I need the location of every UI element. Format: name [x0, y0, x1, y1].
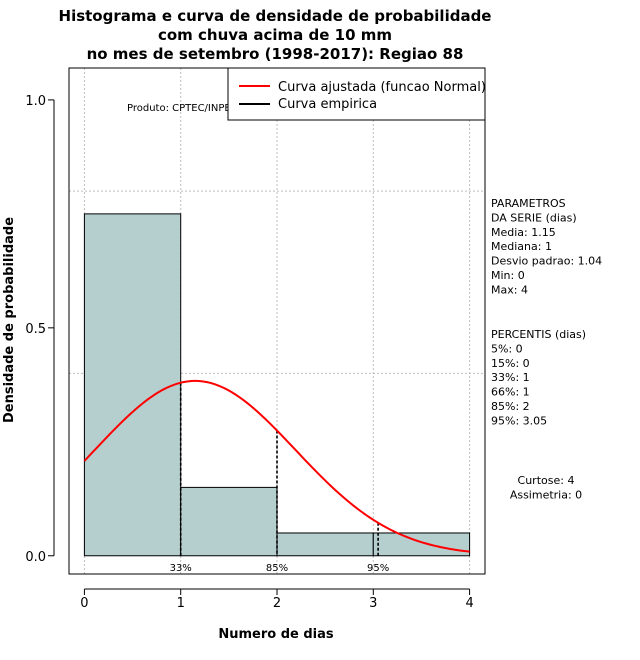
param-line-3: Mediana: 1 — [491, 240, 552, 253]
param-line-0: PARAMETROS — [491, 197, 566, 210]
bars-layer — [83, 213, 471, 557]
percentil-line-0: PERCENTIS (dias) — [491, 328, 586, 341]
x-tick-label-0: 0 — [80, 596, 88, 611]
y-axis-label: Densidade de probabilidade — [2, 217, 17, 423]
y-tick-label-0: 0.0 — [25, 550, 46, 565]
x-tick-label-1: 1 — [177, 596, 185, 611]
x-axis: 0 1 2 3 4 — [80, 588, 474, 611]
percentil-line-4: 66%: 1 — [491, 386, 530, 399]
y-tick-label-2: 1.0 — [25, 94, 46, 109]
credit-text: Produto: CPTEC/INPE — [127, 103, 231, 114]
legend: Curva ajustada (funcao Normal) Curva emp… — [227, 67, 486, 121]
histogram-bar-1 — [180, 486, 278, 557]
histogram-bar-0 — [83, 213, 182, 557]
param-line-6: Max: 4 — [491, 283, 528, 296]
y-tick-label-1: 0.5 — [25, 322, 46, 337]
y-axis: 0.0 0.5 1.0 — [25, 94, 55, 565]
percentile-label-0: 33% — [170, 563, 192, 574]
percentil-line-5: 85%: 2 — [491, 400, 530, 413]
percentil-line-3: 33%: 1 — [491, 371, 530, 384]
param-line-5: Min: 0 — [491, 269, 525, 282]
param-line-1: DA SERIE (dias) — [491, 211, 577, 224]
fitted-normal-curve — [83, 379, 470, 553]
legend-label-empirical: Curva empirica — [278, 97, 377, 112]
legend-box — [227, 67, 486, 121]
curve-layer — [83, 379, 470, 553]
x-tick-label-3: 3 — [369, 596, 377, 611]
percentil-line-1: 5%: 0 — [491, 342, 523, 355]
param-line-2: Media: 1.15 — [491, 226, 556, 239]
percentil-line-2: 15%: 0 — [491, 357, 530, 370]
x-tick-label-2: 2 — [273, 596, 281, 611]
histogram-bar-2 — [276, 532, 374, 557]
stat-line-0: Curtose: 4 — [518, 474, 575, 487]
param-line-4: Desvio padrao: 1.04 — [491, 255, 602, 268]
percentile-label-1: 85% — [266, 563, 288, 574]
x-tick-label-4: 4 — [465, 596, 473, 611]
chart-title-line-1: Histograma e curva de densidade de proba… — [59, 7, 492, 25]
legend-label-fitted: Curva ajustada (funcao Normal) — [278, 80, 486, 95]
stat-line-1: Assimetria: 0 — [510, 488, 582, 501]
x-axis-label: Numero de dias — [218, 627, 334, 642]
chart-title-line-2: com chuva acima de 10 mm — [158, 26, 392, 44]
chart-title-line-3: no mes de setembro (1998-2017): Regiao 8… — [87, 45, 464, 63]
percentile-label-2: 95% — [367, 563, 389, 574]
percentile-markers-layer: 33% 85% 95% — [170, 382, 389, 574]
histogram-bar-3 — [372, 532, 471, 557]
percentil-line-6: 95%: 3.05 — [491, 414, 547, 427]
